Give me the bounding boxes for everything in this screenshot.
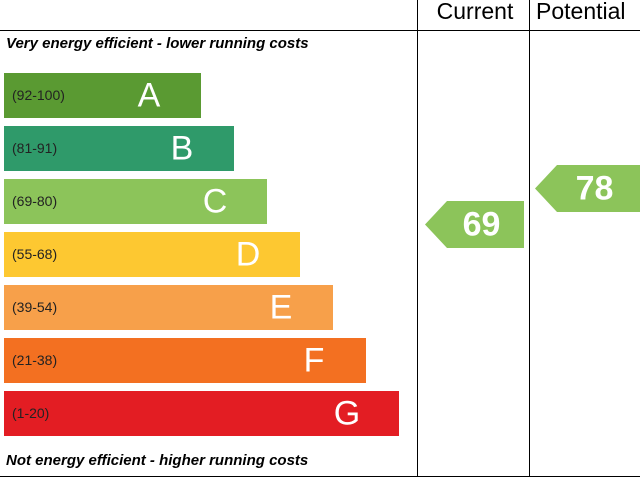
potential-score: 78 bbox=[576, 169, 614, 207]
band-range: (21-38) bbox=[12, 352, 57, 368]
rating-band bbox=[4, 232, 300, 277]
rating-band bbox=[4, 285, 333, 330]
potential-arrow bbox=[535, 165, 640, 212]
band-letter: F bbox=[304, 341, 325, 379]
potential-header: Potential bbox=[536, 0, 626, 24]
rating-band bbox=[4, 338, 366, 383]
band-letter: A bbox=[138, 76, 161, 114]
current-header: Current bbox=[437, 0, 514, 24]
rating-band bbox=[4, 126, 234, 171]
rating-band bbox=[4, 179, 267, 224]
bottom-note: Not energy efficient - higher running co… bbox=[6, 452, 308, 469]
band-letter: E bbox=[270, 288, 293, 326]
band-range: (55-68) bbox=[12, 246, 57, 262]
current-arrow bbox=[425, 201, 524, 248]
band-range: (81-91) bbox=[12, 140, 57, 156]
band-letter: D bbox=[236, 235, 261, 273]
rating-band bbox=[4, 73, 201, 118]
top-note: Very energy efficient - lower running co… bbox=[6, 35, 309, 52]
band-range: (1-20) bbox=[12, 405, 49, 421]
band-range: (69-80) bbox=[12, 193, 57, 209]
band-letter: C bbox=[203, 182, 228, 220]
band-range: (92-100) bbox=[12, 87, 65, 103]
current-score: 69 bbox=[463, 205, 501, 243]
band-letter: G bbox=[334, 394, 360, 432]
rating-band bbox=[4, 391, 399, 436]
band-range: (39-54) bbox=[12, 299, 57, 315]
band-letter: B bbox=[171, 129, 194, 167]
